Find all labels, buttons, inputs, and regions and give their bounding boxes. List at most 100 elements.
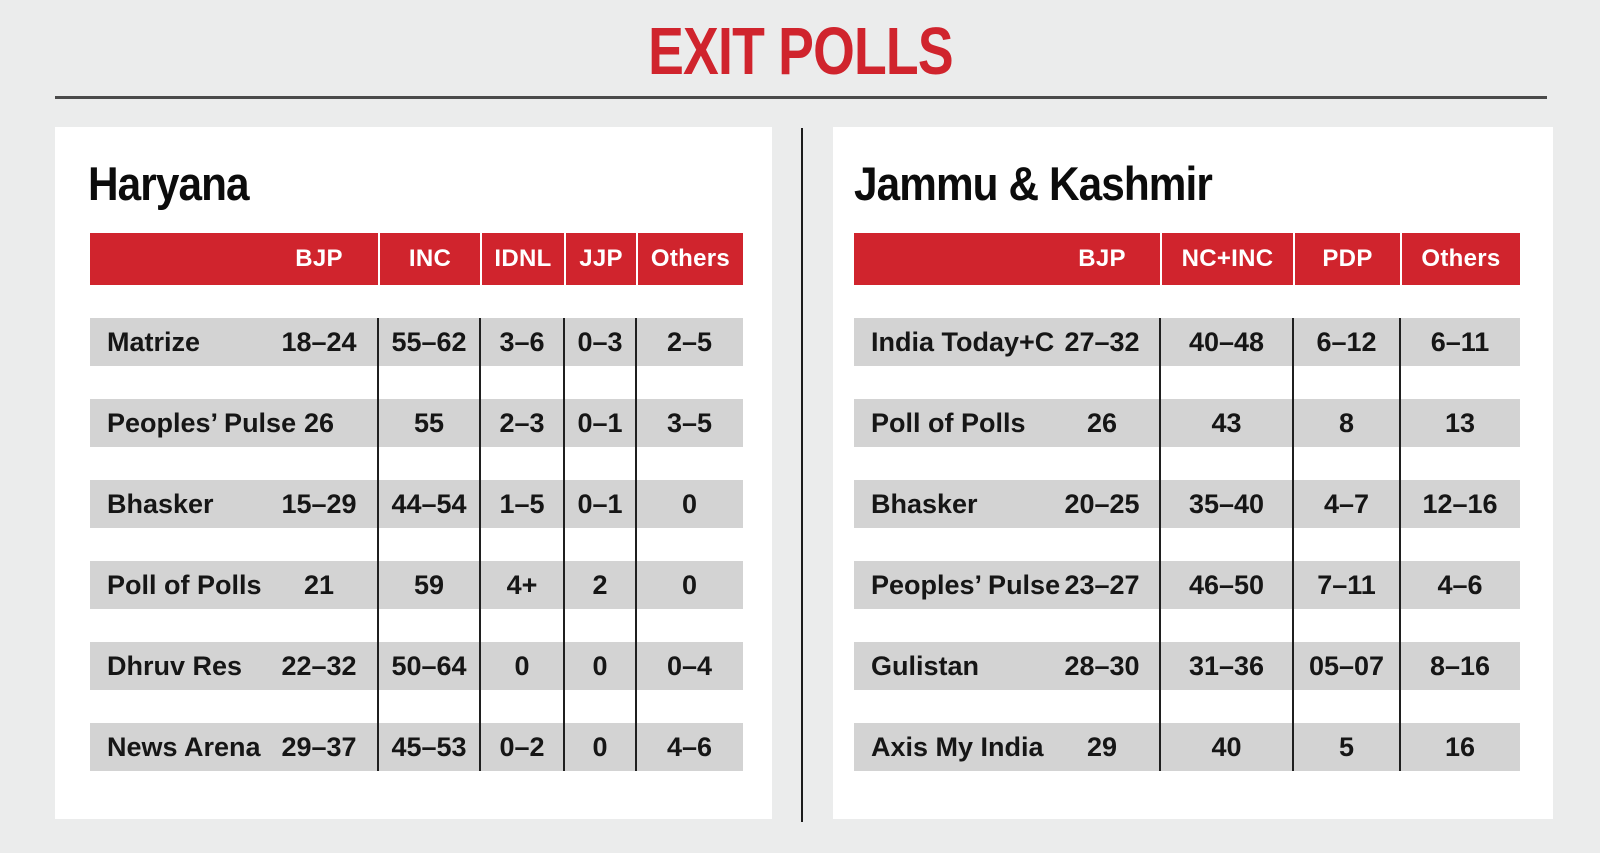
- table-row: Poll of Polls 26 43 8 13: [854, 399, 1520, 447]
- table-row: Gulistan 28–30 31–36 05–07 8–16: [854, 642, 1520, 690]
- value-cell: 05–07: [1308, 651, 1385, 681]
- agency-name: Poll of Polls: [107, 570, 262, 600]
- column-header-idnl: IDNL: [480, 233, 564, 285]
- value-cell: 8–16: [1429, 651, 1491, 681]
- agency-name: Bhasker: [871, 489, 978, 519]
- value-cell: 2: [592, 570, 608, 600]
- value-cell: 4–6: [666, 732, 713, 762]
- value-cell: 21: [303, 570, 335, 600]
- table-row: News Arena 29–37 45–53 0–2 0 4–6: [90, 723, 743, 771]
- jammu-kashmir-table: BJP NC+INC PDP Others India Today+C 27–3…: [854, 233, 1520, 771]
- column-header-bjp: BJP: [1078, 245, 1126, 272]
- column-header-others: Others: [636, 233, 743, 285]
- table-row: Poll of Polls 21 59 4+ 2 0: [90, 561, 743, 609]
- agency-name: Axis My India: [871, 732, 1044, 762]
- value-cell: 40–48: [1188, 327, 1265, 357]
- column-header-blank: [854, 233, 1044, 285]
- value-cell: 1–5: [499, 489, 545, 519]
- column-header-blank: [90, 233, 260, 285]
- title-divider: [55, 96, 1547, 99]
- column-divider: [635, 318, 637, 771]
- value-cell: 15–29: [281, 489, 357, 519]
- value-cell: 0–1: [577, 408, 623, 438]
- value-cell: 13: [1444, 408, 1476, 438]
- value-cell: 45–53: [391, 732, 467, 762]
- table-row: Peoples’ Pulse 23–27 46–50 7–11 4–6: [854, 561, 1520, 609]
- value-cell: 27–32: [1064, 327, 1140, 357]
- value-cell: 46–50: [1188, 570, 1265, 600]
- table-row: Peoples’ Pulse 26 55 2–3 0–1 3–5: [90, 399, 743, 447]
- value-cell: 0–1: [577, 489, 623, 519]
- value-cell: 59: [413, 570, 445, 600]
- haryana-table-header: BJP INC IDNL JJP Others: [90, 233, 743, 285]
- value-cell: 7–11: [1317, 570, 1376, 600]
- column-header-nc-inc: NC+INC: [1160, 233, 1293, 285]
- value-cell: 0: [514, 651, 530, 681]
- agency-name: Bhasker: [107, 489, 214, 519]
- agency-name: Peoples’ Pulse: [871, 570, 1061, 600]
- column-divider: [479, 318, 481, 771]
- haryana-title: Haryana: [88, 157, 250, 210]
- card-divider-line: [801, 128, 803, 822]
- agency-name: Dhruv Res: [107, 651, 243, 681]
- value-cell: 40: [1211, 732, 1242, 762]
- column-header-jjp: JJP: [564, 233, 636, 285]
- haryana-table-body: Matrize 18–24 55–62 3–6 0–3 2–5 Peoples’…: [90, 318, 743, 771]
- column-header-pdp: PDP: [1293, 233, 1400, 285]
- value-cell: 22–32: [281, 651, 357, 681]
- value-cell: 2–3: [499, 408, 545, 438]
- value-cell: 44–54: [391, 489, 467, 519]
- agency-name: Peoples’ Pulse: [107, 408, 297, 438]
- value-cell: 29: [1086, 732, 1118, 762]
- haryana-table: BJP INC IDNL JJP Others Matrize 18–24 55…: [90, 233, 743, 771]
- value-cell: 16: [1444, 732, 1476, 762]
- column-divider: [1292, 318, 1294, 771]
- value-cell: 26: [303, 408, 335, 438]
- value-cell: 31–36: [1188, 651, 1265, 681]
- value-cell: 55–62: [391, 327, 467, 357]
- value-cell: 0–4: [666, 651, 713, 681]
- agency-name: Gulistan: [871, 651, 980, 681]
- column-header-bjp: BJP: [295, 245, 343, 272]
- value-cell: 5: [1338, 732, 1355, 762]
- value-cell: 0: [681, 489, 698, 519]
- column-divider: [563, 318, 565, 771]
- value-cell: 4–6: [1437, 570, 1483, 600]
- value-cell: 43: [1211, 408, 1242, 438]
- value-cell: 6–12: [1316, 327, 1377, 357]
- page-title: EXIT POLLS: [647, 14, 954, 89]
- column-divider: [377, 318, 379, 771]
- value-cell: 3–6: [499, 327, 545, 357]
- value-cell: 4–7: [1323, 489, 1370, 519]
- value-cell: 55: [413, 408, 445, 438]
- agency-name: Matrize: [107, 327, 201, 357]
- value-cell: 23–27: [1064, 570, 1140, 600]
- value-cell: 29–37: [281, 732, 357, 762]
- value-cell: 0: [592, 732, 608, 762]
- table-row: Dhruv Res 22–32 50–64 0 0 0–4: [90, 642, 743, 690]
- value-cell: 0: [592, 651, 608, 681]
- value-cell: 4+: [506, 570, 538, 600]
- agency-name: News Arena: [107, 732, 261, 762]
- value-cell: 0: [681, 570, 698, 600]
- value-cell: 35–40: [1188, 489, 1265, 519]
- table-row: Bhasker 20–25 35–40 4–7 12–16: [854, 480, 1520, 528]
- value-cell: 18–24: [281, 327, 357, 357]
- value-cell: 26: [1086, 408, 1118, 438]
- jammu-kashmir-table-header: BJP NC+INC PDP Others: [854, 233, 1520, 285]
- table-row: Bhasker 15–29 44–54 1–5 0–1 0: [90, 480, 743, 528]
- value-cell: 28–30: [1064, 651, 1140, 681]
- haryana-card: Haryana BJP INC IDNL JJP Others Matrize …: [55, 127, 772, 819]
- agency-name: Poll of Polls: [871, 408, 1026, 438]
- value-cell: 12–16: [1422, 489, 1498, 519]
- value-cell: 2–5: [666, 327, 713, 357]
- table-row: Matrize 18–24 55–62 3–6 0–3 2–5: [90, 318, 743, 366]
- value-cell: 0–2: [499, 732, 545, 762]
- column-divider: [1159, 318, 1161, 771]
- value-cell: 3–5: [666, 408, 713, 438]
- value-cell: 0–3: [577, 327, 623, 357]
- column-header-others: Others: [1400, 233, 1520, 285]
- column-header-inc: INC: [378, 233, 480, 285]
- value-cell: 20–25: [1064, 489, 1140, 519]
